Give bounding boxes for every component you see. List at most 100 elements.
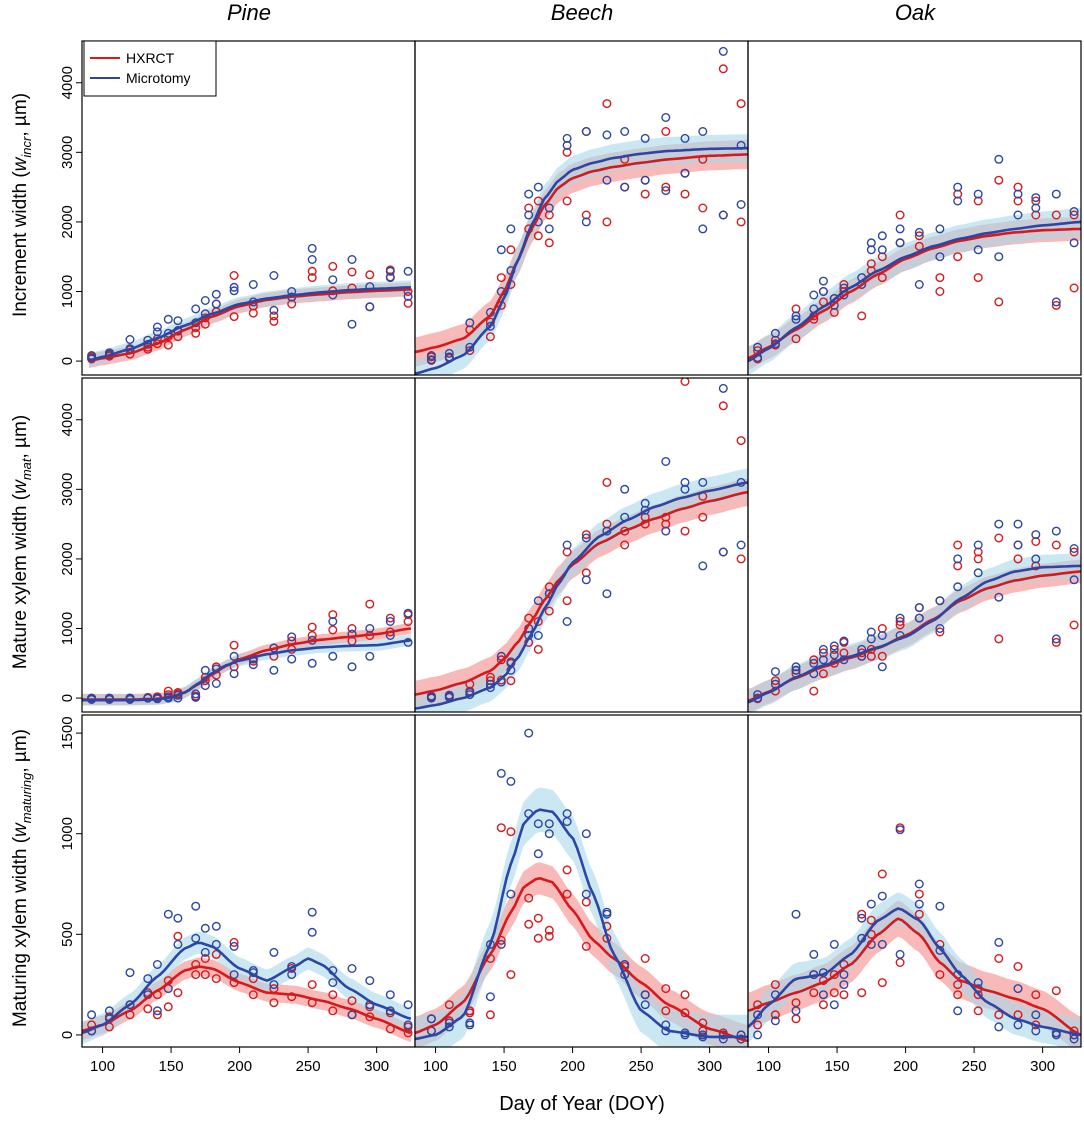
x-tick-label: 200 — [893, 1058, 918, 1075]
microtomy-point — [1031, 203, 1041, 213]
microtomy-point — [718, 383, 728, 393]
microtomy-point — [895, 224, 905, 234]
microtomy-point — [973, 189, 983, 199]
microtomy-point — [125, 968, 135, 978]
row-titles: Increment width (wincr, µm) Mature xylem… — [10, 93, 34, 1027]
microtomy-point — [581, 889, 591, 899]
y-tick-label: 1000 — [59, 275, 76, 308]
microtomy-point — [640, 133, 650, 143]
microtomy-point — [770, 1016, 780, 1026]
hxrct-point — [895, 210, 905, 220]
microtomy-point — [496, 768, 506, 778]
hxrct-point — [562, 889, 572, 899]
microtomy-fit-line — [748, 220, 1081, 363]
microtomy-point — [200, 296, 210, 306]
microtomy-point — [307, 254, 317, 264]
legend: HXRCT Microtomy — [83, 40, 217, 97]
microtomy-point — [533, 819, 543, 829]
microtomy-point — [403, 1000, 413, 1010]
microtomy-point — [866, 899, 876, 909]
hxrct-point — [770, 980, 780, 990]
hxrct-point — [533, 617, 543, 627]
hxrct-point — [809, 686, 819, 696]
microtomy-point — [935, 596, 945, 606]
hxrct-point — [973, 196, 983, 206]
microtomy-point — [1069, 575, 1079, 585]
microtomy-point — [953, 582, 963, 592]
microtomy-point — [877, 245, 887, 255]
x-tick-label: 100 — [423, 1058, 448, 1075]
microtomy-point — [562, 140, 572, 150]
hxrct-point — [770, 1010, 780, 1020]
hxrct-point — [506, 827, 516, 837]
hxrct-point — [953, 540, 963, 550]
microtomy-point — [857, 913, 867, 923]
hxrct-point — [829, 644, 839, 654]
hxrct-point — [661, 984, 671, 994]
microtomy-point — [307, 658, 317, 668]
microtomy-point — [152, 322, 162, 332]
microtomy-point — [269, 305, 279, 315]
microtomy-point — [661, 457, 671, 467]
panel-frame — [747, 714, 1082, 1048]
microtomy-point — [365, 651, 375, 661]
microtomy-point — [736, 199, 746, 209]
hxrct-point — [191, 970, 201, 980]
hxrct-point — [829, 988, 839, 998]
hxrct-point — [485, 332, 495, 342]
hxrct-point — [307, 631, 317, 641]
microtomy-point — [718, 46, 728, 56]
microtomy-point — [895, 825, 905, 835]
hxrct-point — [640, 189, 650, 199]
panels: 0 1000 2000 3000 4000 0 1000 2000 3000 4000 0 500 10… — [59, 40, 1082, 1075]
microtomy-point — [152, 960, 162, 970]
microtomy-point — [770, 328, 780, 338]
hxrct-point — [866, 259, 876, 269]
microtomy-point — [287, 654, 297, 664]
hxrct-point — [485, 676, 495, 686]
microtomy-point — [200, 665, 210, 675]
microtomy-point — [1013, 210, 1023, 220]
hxrct-point — [818, 1000, 828, 1010]
hxrct-point — [839, 648, 849, 658]
microtomy-point — [994, 154, 1004, 164]
microtomy-point — [914, 280, 924, 290]
y-tick-label: 3000 — [59, 473, 76, 506]
hxrct-point — [307, 266, 317, 276]
microtomy-point — [581, 829, 591, 839]
microtomy-point — [365, 302, 375, 312]
microtomy-point — [152, 327, 162, 337]
microtomy-point — [248, 660, 258, 670]
microtomy-point — [211, 921, 221, 931]
microtomy-point — [818, 644, 828, 654]
hxrct-point — [269, 998, 279, 1008]
microtomy-point — [829, 641, 839, 651]
hxrct-point — [1069, 620, 1079, 630]
microtomy-point — [211, 299, 221, 309]
hxrct-point — [1051, 300, 1061, 310]
microtomy-point — [200, 681, 210, 691]
hxrct-point — [506, 676, 516, 686]
hxrct-point — [877, 273, 887, 283]
hxrct-point — [1051, 986, 1061, 996]
hxrct-point — [248, 308, 258, 318]
hxrct-point — [229, 640, 239, 650]
hxrct-point — [914, 909, 924, 919]
y-tick-label: 500 — [59, 922, 76, 947]
microtomy-point — [953, 554, 963, 564]
hxrct-point — [857, 909, 867, 919]
microtomy-point — [496, 245, 506, 255]
ylabel-increment-symbol: w — [10, 156, 31, 171]
microtomy-point — [562, 817, 572, 827]
hxrct-point — [680, 526, 690, 536]
hxrct-point — [877, 651, 887, 661]
microtomy-point — [581, 533, 591, 543]
microtomy-point — [1069, 206, 1079, 216]
ylabel-maturing-subscript: maturing — [19, 772, 34, 823]
microtomy-point — [581, 217, 591, 227]
microtomy-point — [365, 976, 375, 986]
hxrct-point — [698, 512, 708, 522]
hxrct-point — [620, 540, 630, 550]
hxrct-point — [562, 196, 572, 206]
microtomy-point — [173, 913, 183, 923]
